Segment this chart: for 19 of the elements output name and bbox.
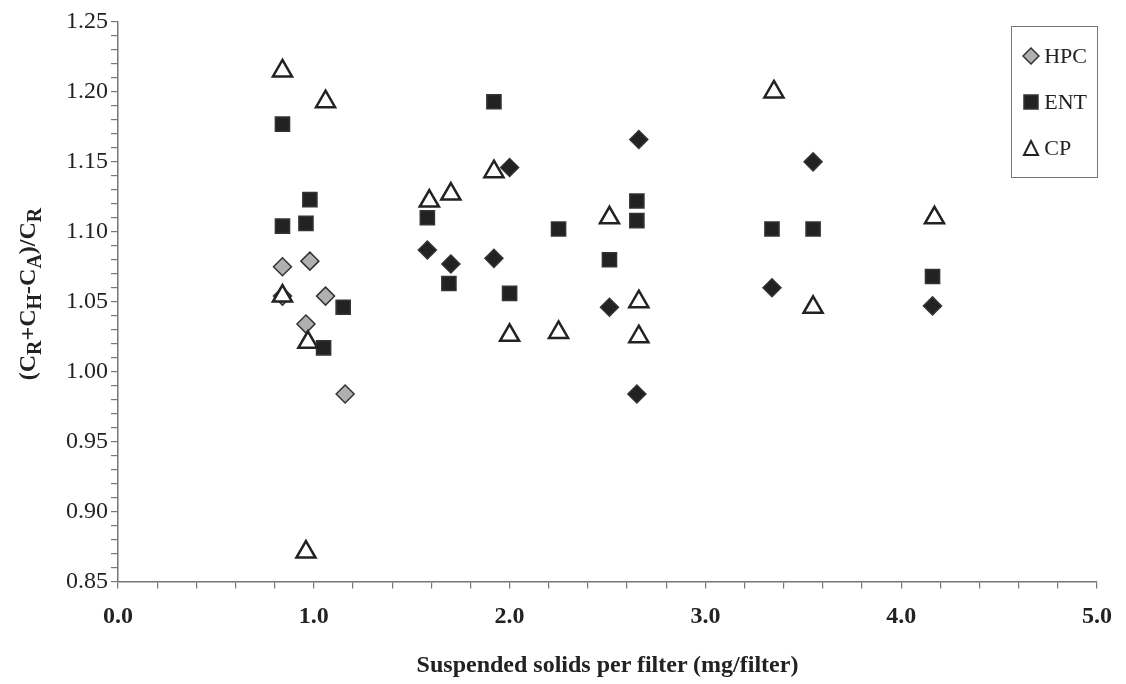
y-tick-label: 1.25 — [66, 7, 108, 34]
y-tick-label: 1.10 — [66, 217, 108, 244]
x-tick-label: 2.0 — [494, 602, 525, 628]
legend-label: HPC — [1044, 43, 1087, 69]
x-tick-label: 3.0 — [690, 602, 721, 628]
x-tick-label: 4.0 — [886, 602, 917, 628]
x-tick-label: 0.0 — [103, 602, 133, 628]
x-axis-title: Suspended solids per filter (mg/filter) — [416, 650, 799, 677]
legend-label: CP — [1044, 135, 1072, 161]
legend-label: ENT — [1044, 89, 1087, 115]
y-tick-label: 1.20 — [66, 77, 108, 104]
x-tick-label: 5.0 — [1082, 602, 1112, 628]
y-tick-label: 0.95 — [66, 426, 108, 453]
y-tick-label: 1.05 — [66, 287, 108, 313]
y-tick-label: 1.15 — [66, 147, 108, 174]
y-tick-label: 0.85 — [66, 566, 108, 593]
y-tick-label: 0.90 — [66, 496, 108, 523]
y-tick-label: 1.00 — [66, 356, 108, 383]
x-tick-label: 1.0 — [298, 602, 329, 628]
